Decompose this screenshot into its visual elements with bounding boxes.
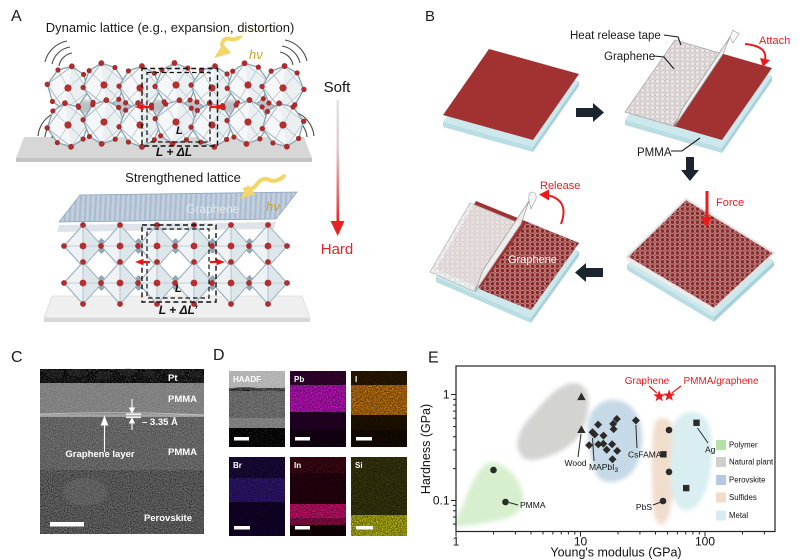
svg-text:100: 100 <box>695 535 715 549</box>
svg-text:B: B <box>425 8 435 25</box>
svg-text:L: L <box>176 125 183 137</box>
svg-text:Pb: Pb <box>294 375 304 384</box>
svg-text:Soft: Soft <box>324 79 352 96</box>
svg-text:1: 1 <box>443 388 450 402</box>
svg-text:PMMA: PMMA <box>168 447 197 458</box>
svg-text:Sulfides: Sulfides <box>729 493 757 502</box>
svg-text:Wood: Wood <box>564 458 586 468</box>
svg-text:C: C <box>11 349 23 366</box>
svg-text:Br: Br <box>233 461 242 470</box>
svg-text:L + ΔL’: L + ΔL’ <box>159 303 198 317</box>
svg-text:Metal: Metal <box>729 511 748 520</box>
svg-text:PMMA: PMMA <box>520 500 546 510</box>
svg-text:Pt: Pt <box>168 373 178 384</box>
svg-text:In: In <box>294 461 301 470</box>
svg-text:Perovskite: Perovskite <box>729 476 765 485</box>
svg-text:Perovskite: Perovskite <box>144 513 192 524</box>
svg-text:L + ΔL: L + ΔL <box>156 145 192 159</box>
svg-text:Graphene: Graphene <box>186 202 240 216</box>
svg-text:Hardness (GPa): Hardness (GPa) <box>419 404 433 494</box>
svg-text:D: D <box>213 347 225 364</box>
svg-text:PbS: PbS <box>636 502 652 512</box>
svg-text:Graphene: Graphene <box>625 376 670 387</box>
svg-text:L: L <box>175 283 182 295</box>
svg-text:Young's modulus (GPa): Young's modulus (GPa) <box>550 546 681 560</box>
svg-text:Graphene layer: Graphene layer <box>65 449 134 460</box>
svg-text:MAPbI3: MAPbI3 <box>589 462 619 474</box>
svg-text:Natural plant: Natural plant <box>729 458 774 467</box>
svg-text:Release: Release <box>540 180 580 192</box>
svg-text:Heat release tape: Heat release tape <box>570 30 661 42</box>
svg-text:A: A <box>11 8 22 25</box>
svg-text:PMMA: PMMA <box>168 394 197 405</box>
svg-text:10: 10 <box>574 535 588 549</box>
svg-text:PMMA: PMMA <box>637 147 672 159</box>
svg-text:hν: hν <box>266 199 280 214</box>
svg-text:Attach: Attach <box>759 35 790 47</box>
svg-text:CsFAMA: CsFAMA <box>628 450 662 460</box>
svg-text:1: 1 <box>453 535 460 549</box>
svg-text:Graphene: Graphene <box>508 254 557 266</box>
svg-text:I: I <box>355 375 357 384</box>
svg-text:0.1: 0.1 <box>433 494 450 508</box>
svg-text:Hard: Hard <box>321 241 354 258</box>
svg-text:Force: Force <box>716 197 744 209</box>
svg-text:E: E <box>428 350 439 367</box>
svg-text:HAADF: HAADF <box>233 375 261 384</box>
svg-text:– 3.35 Å: – 3.35 Å <box>142 417 178 428</box>
svg-text:PMMA/graphene: PMMA/graphene <box>683 376 758 387</box>
svg-text:hν: hν <box>249 47 263 62</box>
svg-text:Si: Si <box>355 461 363 470</box>
svg-text:Strengthened lattice: Strengthened lattice <box>125 170 241 185</box>
svg-text:Ag: Ag <box>705 445 716 455</box>
svg-text:Graphene: Graphene <box>604 51 655 63</box>
svg-text:Dynamic lattice (e.g., expansi: Dynamic lattice (e.g., expansion, distor… <box>46 20 295 35</box>
svg-text:Polymer: Polymer <box>729 441 758 450</box>
